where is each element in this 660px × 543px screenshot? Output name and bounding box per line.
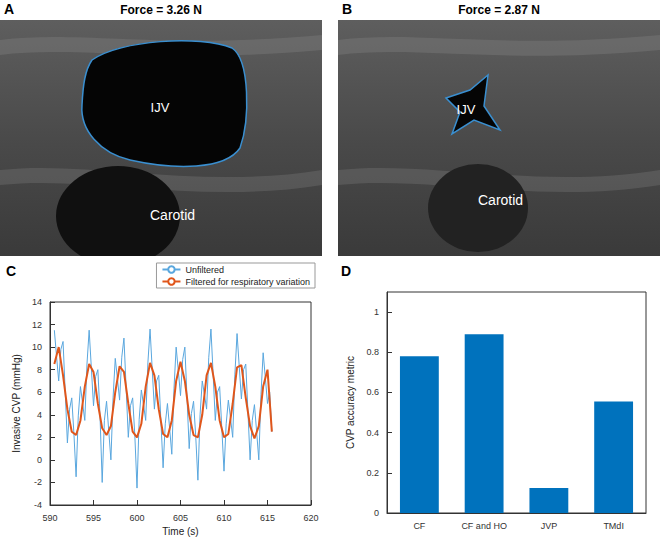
html-text:B: B (342, 1, 353, 17)
svg-text:0.6: 0.6 (366, 387, 379, 397)
svg-text:Filtered for respiratory varia: Filtered for respiratory variation (185, 277, 310, 287)
svg-text:0: 0 (37, 455, 42, 465)
svg-text:1: 1 (374, 307, 379, 317)
svg-text:-2: -2 (34, 477, 42, 487)
html-text:A: A (4, 1, 15, 17)
svg-text:-4: -4 (34, 500, 42, 510)
html-text:Force = 2.87 N: Force = 2.87 N (458, 3, 540, 17)
svg-text:CVP accuracy metric: CVP accuracy metric (345, 356, 356, 449)
svg-text:JVP: JVP (541, 521, 558, 531)
svg-text:Carotid: Carotid (150, 207, 195, 223)
svg-text:IJV: IJV (151, 100, 170, 115)
svg-text:2: 2 (37, 432, 42, 442)
svg-text:CF: CF (413, 521, 425, 531)
svg-text:590: 590 (42, 513, 57, 523)
svg-text:605: 605 (173, 513, 188, 523)
svg-text:Carotid: Carotid (478, 192, 523, 208)
svg-text:Time (s): Time (s) (162, 526, 198, 537)
svg-text:0.8: 0.8 (366, 347, 379, 357)
svg-text:Invasive CVP (mmHg): Invasive CVP (mmHg) (11, 354, 22, 453)
html-text:Force = 3.26 N: Force = 3.26 N (120, 3, 202, 17)
svg-text:0.4: 0.4 (366, 428, 379, 438)
svg-text:TMdI: TMdI (603, 521, 624, 531)
svg-text:IJV: IJV (457, 102, 476, 117)
svg-text:12: 12 (32, 320, 42, 330)
html-text:C: C (6, 263, 17, 279)
svg-text:0: 0 (374, 508, 379, 518)
svg-text:Unfiltered: Unfiltered (185, 265, 224, 275)
svg-text:620: 620 (303, 513, 318, 523)
svg-text:14: 14 (32, 297, 42, 307)
svg-text:615: 615 (260, 513, 275, 523)
svg-text:4: 4 (37, 410, 42, 420)
svg-text:CF and HO: CF and HO (461, 521, 507, 531)
html-text:D: D (341, 263, 352, 279)
svg-text:8: 8 (37, 365, 42, 375)
svg-text:595: 595 (86, 513, 101, 523)
svg-text:0.2: 0.2 (366, 468, 379, 478)
svg-text:6: 6 (37, 387, 42, 397)
svg-text:600: 600 (129, 513, 144, 523)
svg-text:10: 10 (32, 342, 42, 352)
svg-text:610: 610 (216, 513, 231, 523)
